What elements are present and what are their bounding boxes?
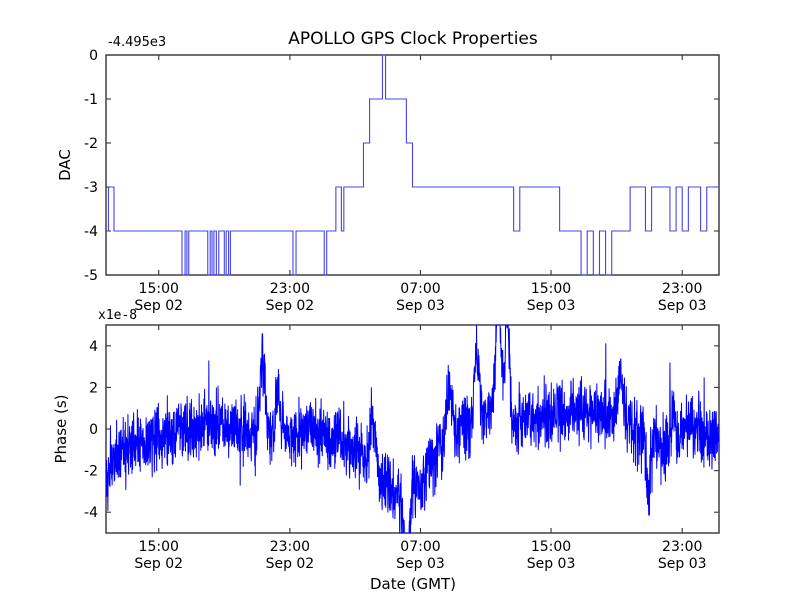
x-tick-label: Sep 02 (134, 298, 183, 314)
x-tick-label: 23:00 (270, 539, 310, 555)
x-tick-label: Sep 03 (658, 298, 707, 314)
phase-axes: Phase (s) x1e-8 Date (GMT) 4 2 0 -2 -4 15:00… (52, 308, 720, 593)
phase-y-axis-label: Phase (s) (52, 394, 70, 463)
x-tick-label: Sep 03 (527, 556, 576, 572)
y-tick-label: -2 (84, 136, 98, 152)
page-title: APOLLO GPS Clock Properties (288, 29, 538, 49)
dac-axes-frame (105, 54, 720, 276)
y-tick-label: -2 (84, 464, 98, 480)
dac-step-series (106, 54, 719, 276)
y-tick-label: -5 (84, 268, 98, 284)
x-tick-label: 07:00 (400, 281, 440, 297)
x-tick-label: Sep 03 (658, 556, 707, 572)
dac-y-offset-label: -4.495e3 (108, 35, 166, 50)
x-tick-label: 23:00 (270, 281, 310, 297)
y-tick-label: 4 (89, 339, 98, 355)
phase-x-axis-label: Date (GMT) (370, 575, 456, 593)
phase-y-offset-label: x1e-8 (98, 308, 137, 323)
x-tick-label: Sep 02 (266, 298, 315, 314)
y-tick-label: -4 (84, 224, 98, 240)
x-tick-label: 15:00 (139, 539, 179, 555)
x-tick-label: Sep 03 (396, 556, 445, 572)
x-tick-label: Sep 03 (527, 298, 576, 314)
phase-noise-series (105, 324, 720, 534)
x-tick-label: Sep 03 (396, 298, 445, 314)
x-tick-label: Sep 02 (266, 556, 315, 572)
y-tick-label: 0 (89, 422, 98, 438)
x-tick-label: 23:00 (662, 539, 702, 555)
y-tick-label: 0 (89, 48, 98, 64)
x-tick-label: 15:00 (531, 281, 571, 297)
y-tick-label: -1 (84, 92, 98, 108)
x-tick-label: 07:00 (400, 539, 440, 555)
dac-y-tick-group: 0 -1 -2 -3 -4 -5 (84, 48, 719, 284)
y-tick-label: 2 (89, 380, 98, 396)
x-tick-label: 15:00 (531, 539, 571, 555)
x-tick-label: 15:00 (139, 281, 179, 297)
y-tick-label: -3 (84, 180, 98, 196)
y-tick-label: -4 (84, 505, 98, 521)
dac-y-axis-label: DAC (56, 149, 74, 181)
x-tick-label: 23:00 (662, 281, 702, 297)
x-tick-label: Sep 02 (134, 556, 183, 572)
